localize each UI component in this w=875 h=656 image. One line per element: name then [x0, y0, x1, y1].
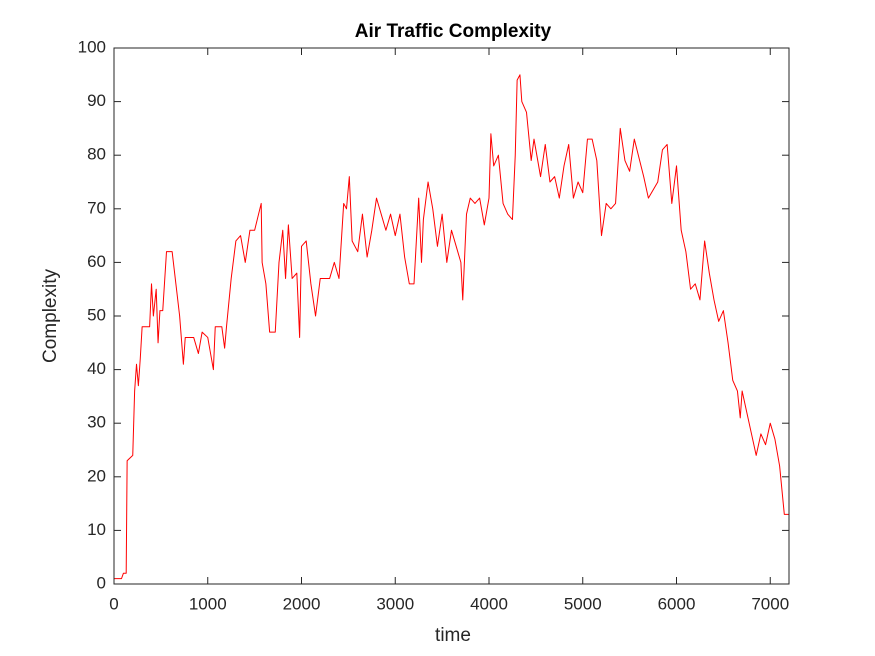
y-axis-label: Complexity [40, 269, 61, 363]
x-tick-label: 7000 [751, 594, 789, 613]
x-tick-label: 2000 [283, 594, 321, 613]
y-tick-label: 20 [87, 466, 106, 485]
y-tick-label: 40 [87, 359, 106, 378]
y-tick-label: 70 [87, 198, 106, 217]
y-tick-label: 0 [97, 573, 106, 592]
x-tick-label: 5000 [564, 594, 602, 613]
x-axis-label: time [435, 625, 471, 646]
y-tick-label: 30 [87, 413, 106, 432]
chart-title: Air Traffic Complexity [355, 21, 552, 42]
x-tick-label: 4000 [470, 594, 508, 613]
x-tick-label: 1000 [189, 594, 227, 613]
y-tick-label: 80 [87, 145, 106, 164]
y-tick-label: 60 [87, 252, 106, 271]
y-tick-label: 90 [87, 91, 106, 110]
y-tick-label: 100 [78, 37, 106, 56]
plot-frame [113, 47, 790, 585]
y-tick-label: 50 [87, 305, 106, 324]
data-line [114, 74, 789, 580]
x-tick-label: 0 [109, 594, 118, 613]
x-tick-label: 6000 [658, 594, 696, 613]
y-tick-label: 10 [87, 520, 106, 539]
x-tick-label: 3000 [376, 594, 414, 613]
